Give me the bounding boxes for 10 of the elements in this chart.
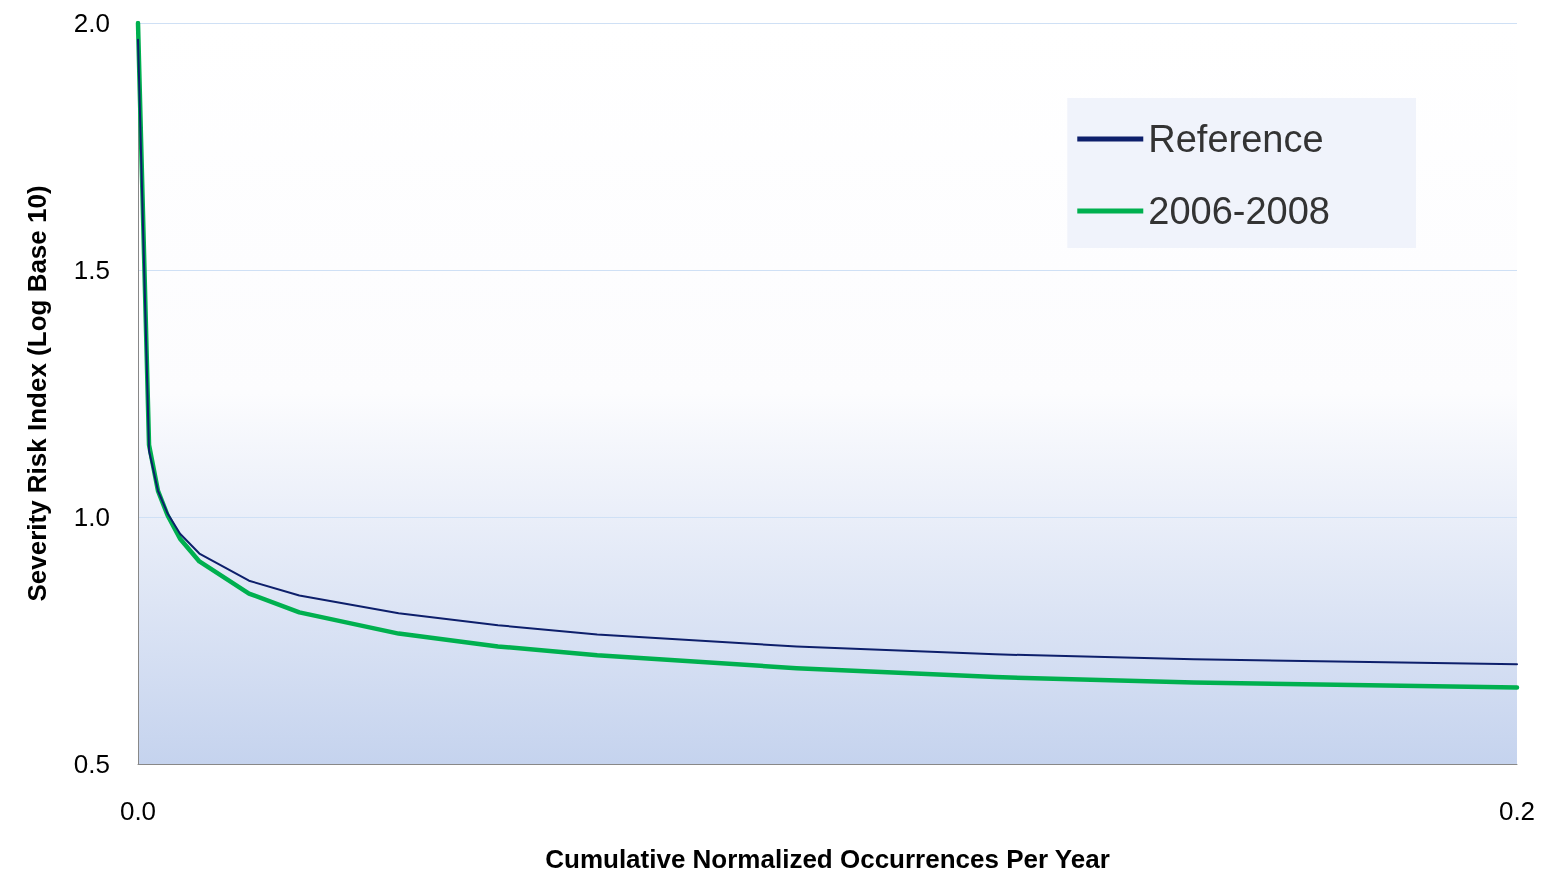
y-axis-title: Severity Risk Index (Log Base 10) [22, 185, 52, 602]
y-tick-label: 1.0 [73, 502, 110, 532]
y-tick-label: 0.5 [73, 749, 110, 779]
x-tick-label: 0.0 [119, 796, 157, 826]
x-axis-title: Cumulative Normalized Occurrences Per Year [545, 844, 1110, 874]
x-tick-label: 0.2 [1498, 796, 1536, 826]
y-tick-label: 1.5 [73, 255, 110, 285]
y-tick-label: 2.0 [73, 8, 110, 38]
legend-label: Reference [1148, 118, 1324, 160]
legend-label: 2006-2008 [1148, 190, 1331, 232]
